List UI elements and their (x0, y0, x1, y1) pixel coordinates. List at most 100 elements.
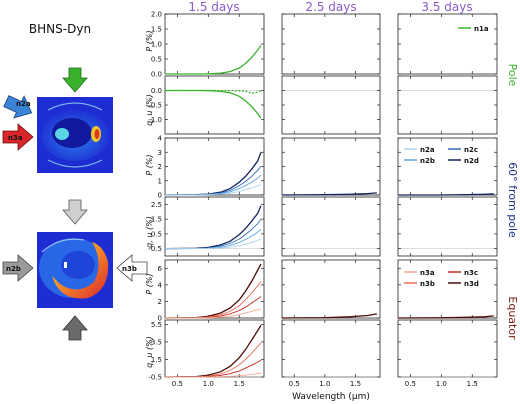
x-tick-label: 1.0 (319, 380, 330, 388)
panel-frame (397, 319, 498, 378)
y-tick-label: -0.5 (148, 102, 162, 110)
arrow-n2b-icon (2, 254, 34, 282)
y-tick-label: 0 (158, 315, 162, 323)
panel-frame (164, 259, 265, 319)
series-line-mid-q-n2a (165, 238, 262, 250)
series-line-mid-P-n2a (165, 183, 262, 196)
left-title: BHNS-Dyn (29, 22, 91, 36)
ylabel-eq-P: P (%) (145, 273, 154, 294)
panel-frame (397, 13, 498, 75)
series-line-pole-P-n1a (165, 45, 262, 75)
series-line-pole-q-n1a (165, 89, 262, 119)
row-title-eq: Equator (506, 296, 519, 340)
panel-frame (397, 259, 498, 319)
ylabel-pole-P: P (%) (145, 30, 154, 51)
series-line-eq-P-n3b (164, 281, 262, 319)
panel-frame (397, 137, 498, 196)
y-tick-label: 2.5 (151, 201, 162, 209)
series-line-mid-P-n2d (398, 193, 494, 196)
panel-frame (281, 196, 381, 257)
arrow-n1b-icon (62, 199, 88, 225)
panel-frame (397, 75, 498, 135)
y-tick-label: 2 (158, 298, 162, 306)
arrow-n2a-icon (3, 95, 33, 119)
ylabel-mid-qu: q, u (%) (145, 216, 154, 248)
panel-frame (164, 13, 265, 75)
chart-panels: 0.0 0.5 1.0 1.5 2.0 0.0 -0.5 -1.0 0 1 2 3 4 2.5 1.5 0.5… (148, 11, 498, 388)
y-tick-label: 1 (158, 177, 162, 185)
x-tick-label: 0.5 (405, 380, 416, 388)
panel-frame (281, 137, 381, 196)
x-tick-label: 0.5 (289, 380, 300, 388)
y-tick-label: 4 (158, 135, 163, 143)
arrow-n3b-bottom-icon (62, 315, 88, 341)
series-line-mid-q-n2d (164, 205, 262, 250)
y-tick-label: 1.0 (151, 41, 162, 49)
legend-label-n3a: n3a (420, 269, 435, 277)
panel-frame (397, 196, 498, 257)
series-line-mid-P-n2b (164, 174, 262, 196)
column-title-2: 2.5 days (305, 0, 356, 14)
panel-frame (281, 13, 381, 75)
series-line-pole-u-n1a (165, 89, 262, 95)
series-line-eq-P-n3d (164, 263, 262, 319)
panel-frame (281, 319, 381, 378)
y-tick-label: 2 (158, 163, 162, 171)
ylabel-eq-qu: q, u (%) (145, 336, 154, 368)
top-rendering (37, 97, 113, 173)
chart-legends: n1a n2a n2c n2b n2d n3a n3c n3b n3d (404, 25, 489, 288)
x-axis-label: Wavelength (μm) (292, 392, 370, 402)
column-title-3: 3.5 days (421, 0, 472, 14)
y-tick-label: 3 (158, 149, 162, 157)
panel-frame (281, 75, 381, 135)
ylabel-pole-qu: q, u (%) (145, 94, 154, 126)
legend-label-n2c: n2c (464, 146, 478, 154)
y-tick-label: 1.5 (151, 216, 162, 224)
row-title-pole: Pole (506, 64, 519, 87)
y-tick-label: 6 (158, 265, 163, 273)
panel-frame (164, 319, 265, 378)
arrow-n1a-icon (62, 67, 88, 93)
series-line-eq-q-n3d (164, 324, 262, 378)
series-line-mid-P-n2c (164, 166, 262, 196)
y-tick-label: 0.5 (151, 56, 162, 64)
arrow-n3b-icon (116, 254, 148, 282)
series-line-eq-q-n3a (165, 372, 261, 378)
legend-label-n2b: n2b (420, 157, 435, 165)
x-tick-label: 1.0 (436, 380, 447, 388)
y-tick-label: 0 (158, 192, 162, 200)
panel-frame (164, 196, 265, 257)
panel-frame (164, 137, 265, 196)
y-tick-label: 4 (158, 281, 163, 289)
x-tick-label: 1.5 (350, 380, 361, 388)
x-tick-label: 0.5 (172, 380, 183, 388)
arrow-label-n3a: n3a (8, 134, 23, 142)
y-tick-label: 2.0 (151, 11, 162, 19)
series-line-eq-P-n3a (165, 308, 262, 319)
y-tick-label: 0.0 (151, 87, 162, 95)
series-line-eq-P-n3d (281, 313, 378, 319)
y-tick-label: 1.5 (151, 26, 162, 34)
y-tick-label: -0.5 (148, 245, 162, 253)
column-title-1: 1.5 days (188, 0, 239, 14)
panel-frame (281, 259, 381, 319)
bottom-rendering (37, 232, 113, 308)
legend-label-n3c: n3c (464, 269, 478, 277)
legend-label-n1a: n1a (474, 25, 489, 33)
y-tick-label: 0.5 (151, 230, 162, 238)
arrow-label-n2b: n2b (6, 265, 21, 273)
y-tick-label: 0.0 (151, 71, 162, 79)
series-line-eq-P-n3d (397, 315, 494, 319)
x-tick-label: 1.5 (234, 380, 245, 388)
series-line-mid-P-n2d (281, 192, 377, 196)
y-tick-label: 5.5 (151, 321, 162, 329)
ylabel-mid-P: P (%) (145, 154, 154, 175)
arrow-n3a-icon (2, 123, 34, 151)
x-tick-label: 1.0 (203, 380, 214, 388)
row-title-mid: 60° from pole (506, 162, 519, 238)
legend-label-n3d: n3d (464, 280, 479, 288)
arrow-label-n3b: n3b (122, 265, 137, 273)
y-tick-label: -0.5 (148, 374, 162, 382)
series-line-mid-q-n2b (165, 229, 262, 250)
